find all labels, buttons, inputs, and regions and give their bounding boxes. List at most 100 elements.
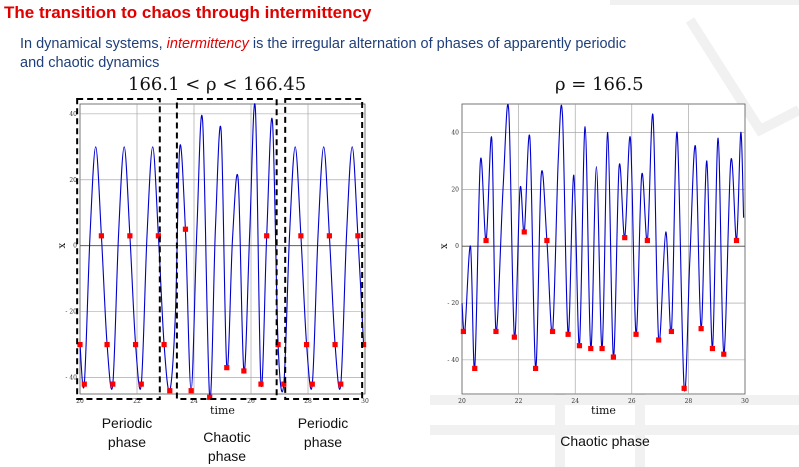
- x-axis-label: time: [591, 404, 616, 417]
- x-tick-label: 26: [628, 398, 636, 405]
- data-point-marker: [132, 341, 139, 348]
- y-tick-label: 20: [69, 177, 77, 184]
- data-point-marker: [360, 341, 367, 348]
- slide-title: The transition to chaos through intermit…: [4, 3, 372, 22]
- data-point-marker: [167, 388, 173, 394]
- data-point-marker: [709, 345, 716, 352]
- x-tick-label: 22: [515, 398, 523, 405]
- data-point-marker: [258, 381, 264, 387]
- data-point-marker: [532, 365, 539, 372]
- data-point-marker: [460, 328, 467, 335]
- data-point-marker: [338, 381, 344, 387]
- x-tick-label: 20: [76, 398, 84, 405]
- x-tick-label: 28: [304, 398, 312, 405]
- data-point-marker: [275, 341, 281, 348]
- phase-label-line: Periodic: [297, 415, 349, 431]
- x-tick-label: 24: [571, 398, 579, 405]
- chaotic-phase-label: Chaotic phase: [192, 428, 262, 466]
- data-point-marker: [549, 328, 556, 335]
- data-point-marker: [622, 235, 628, 241]
- data-point-marker: [281, 381, 287, 387]
- data-point-marker: [576, 343, 583, 349]
- right-plot-title: ρ = 166.5: [555, 74, 644, 95]
- data-point-marker: [98, 233, 104, 239]
- data-point-marker: [138, 381, 144, 387]
- data-point-marker: [188, 388, 194, 394]
- data-point-marker: [483, 237, 489, 244]
- periodic-phase-label-2: Periodic phase: [288, 414, 358, 452]
- data-point-marker: [588, 345, 594, 352]
- x-tick-label: 22: [133, 398, 141, 405]
- phase-label-line: Periodic: [101, 415, 153, 431]
- phase-label-line: Chaotic: [203, 429, 251, 445]
- data-point-marker: [668, 328, 675, 335]
- data-point-marker: [656, 337, 662, 343]
- phase-label-line: phase: [207, 448, 247, 464]
- left-time-series-plot: 20 22 24 26 28 30 40 20 0 - 20 - 40 time x: [57, 98, 369, 417]
- x-tick-label: 24: [190, 398, 198, 405]
- data-point-marker: [721, 351, 727, 357]
- data-point-marker: [81, 381, 87, 387]
- y-tick-label: 0: [73, 243, 77, 250]
- data-point-marker: [241, 368, 247, 374]
- x-tick-label: 30: [741, 398, 749, 405]
- data-point-marker: [182, 226, 189, 232]
- data-point-marker: [104, 341, 110, 348]
- data-point-marker: [77, 341, 83, 348]
- y-axis-label: x: [57, 243, 68, 249]
- data-point-marker: [298, 233, 304, 239]
- data-point-marker: [698, 326, 704, 332]
- x-axis-label: time: [210, 404, 235, 417]
- y-tick-label: 40: [451, 129, 459, 136]
- x-tick-label: 20: [458, 398, 466, 405]
- phase-label-line: phase: [107, 434, 147, 450]
- data-point-marker: [493, 328, 499, 335]
- intermittency-term: intermittency: [166, 36, 249, 52]
- data-point-marker: [544, 237, 550, 244]
- data-point-marker: [155, 233, 161, 239]
- intro-text-part1: In dynamical systems,: [20, 36, 167, 52]
- data-point-marker: [161, 341, 167, 348]
- periodic-phase-label-1: Periodic phase: [92, 414, 162, 452]
- y-axis-label: x: [439, 243, 450, 249]
- data-point-marker: [633, 331, 639, 337]
- data-point-marker: [127, 233, 133, 239]
- y-tick-label: - 40: [447, 357, 459, 364]
- intro-text-line1: In dynamical systems, intermittency is t…: [20, 36, 626, 52]
- intro-text-line2: and chaotic dynamics: [20, 55, 160, 71]
- y-tick-label: - 20: [447, 300, 459, 307]
- data-point-marker: [309, 381, 315, 387]
- phase-box: [284, 98, 364, 400]
- data-point-marker: [110, 381, 116, 387]
- y-tick-label: 40: [69, 111, 77, 118]
- plot-frame: [461, 103, 746, 395]
- data-point-marker: [303, 341, 310, 348]
- right-time-series-plot: 20 22 24 26 28 30 40 20 0 - 20 - 40 time x: [439, 103, 749, 417]
- data-point-marker: [207, 394, 213, 400]
- data-point-marker: [472, 365, 478, 372]
- y-tick-label: - 20: [65, 309, 77, 316]
- data-point-marker: [224, 365, 230, 371]
- plot-frame: [79, 103, 366, 395]
- data-point-marker: [332, 341, 338, 348]
- data-point-marker: [521, 229, 527, 235]
- y-tick-label: 20: [451, 186, 459, 193]
- x-tick-label: 30: [361, 398, 369, 405]
- data-point-marker: [644, 237, 650, 244]
- y-tick-label: - 40: [65, 375, 77, 382]
- data-point-marker: [355, 233, 361, 239]
- x-tick-label: 26: [247, 398, 255, 405]
- data-point-marker: [681, 385, 687, 391]
- data-point-marker: [610, 354, 617, 360]
- x-tick-label: 28: [685, 398, 693, 405]
- phase-label-line: phase: [303, 434, 343, 450]
- data-point-marker: [733, 237, 740, 244]
- intro-text-part2: is the irregular alternation of phases o…: [248, 36, 627, 52]
- data-point-marker: [565, 331, 571, 337]
- data-point-marker: [599, 345, 605, 352]
- left-plot-title: 166.1 < ρ < 166.45: [128, 74, 307, 95]
- chaotic-phase-label-right: Chaotic phase: [560, 433, 650, 449]
- data-point-marker: [511, 334, 517, 340]
- y-tick-label: 0: [455, 243, 459, 250]
- data-point-marker: [264, 233, 270, 239]
